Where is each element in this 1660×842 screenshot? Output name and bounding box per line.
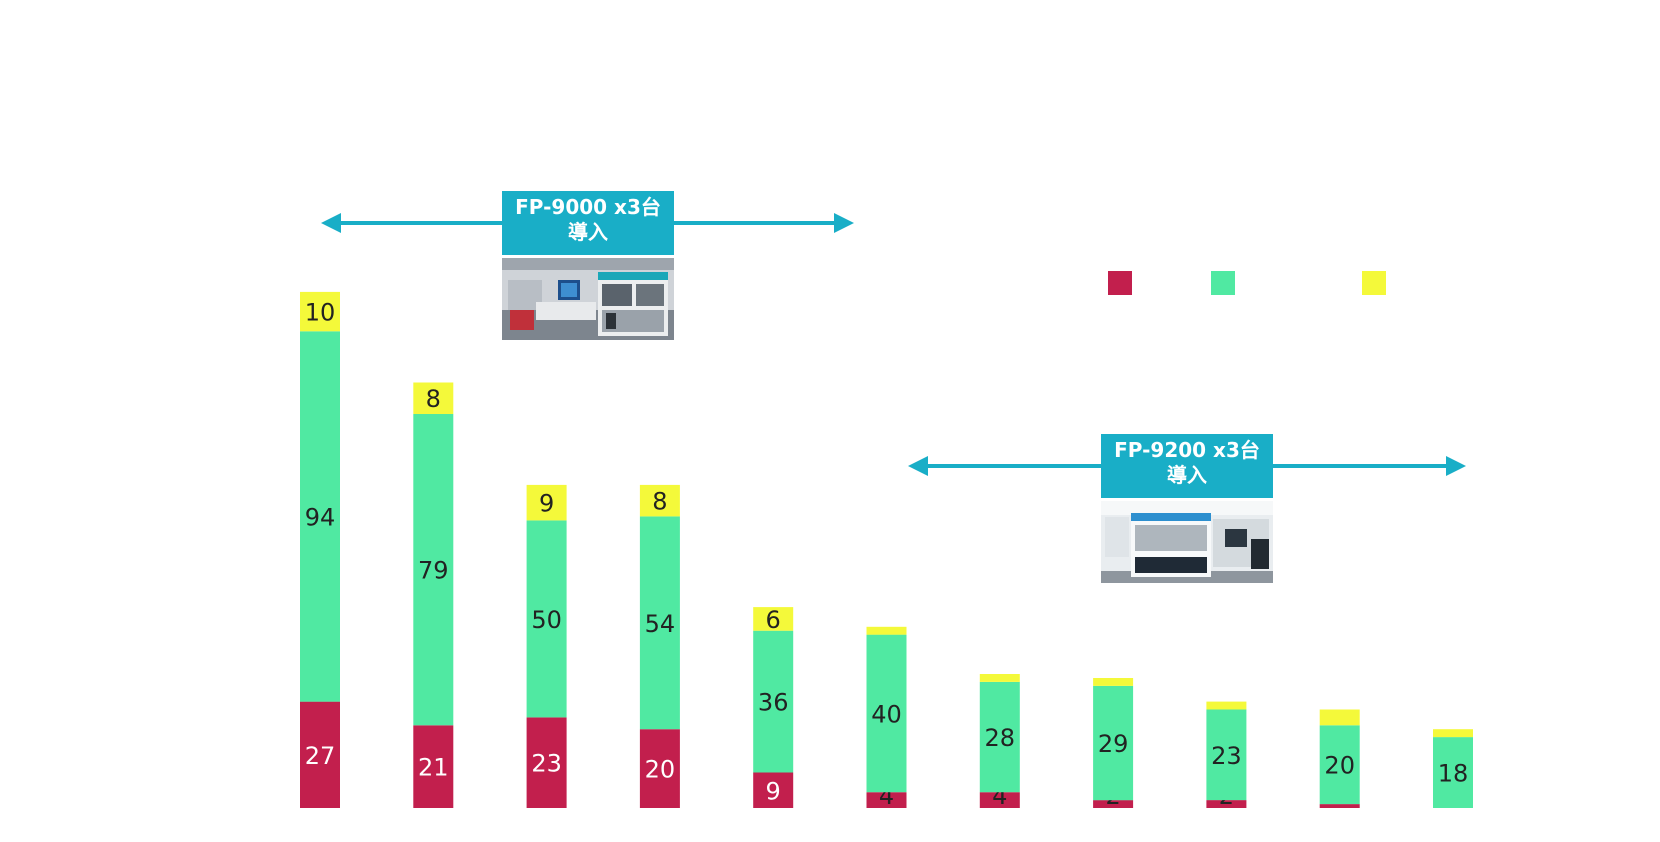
legend-swatch bbox=[1108, 271, 1132, 295]
data-label: 20 bbox=[1324, 752, 1355, 780]
data-label: 28 bbox=[985, 724, 1016, 752]
fp9200-callout-line2: 導入 bbox=[1167, 463, 1207, 487]
bar-segment bbox=[979, 681, 1020, 793]
bar-segment bbox=[1093, 678, 1134, 686]
bar-segment bbox=[979, 792, 1020, 808]
bar-segment bbox=[979, 674, 1020, 682]
data-label: 27 bbox=[305, 742, 336, 770]
bar-segment bbox=[526, 520, 567, 718]
bar-segment bbox=[413, 725, 454, 808]
bar-segment bbox=[300, 701, 340, 808]
bar-segment bbox=[866, 626, 907, 635]
bar-segment bbox=[413, 382, 454, 414]
data-label: 50 bbox=[531, 606, 562, 634]
bar-segment bbox=[639, 516, 680, 730]
bar-segment bbox=[866, 634, 907, 793]
bar-segment bbox=[1206, 709, 1247, 801]
bar-segment bbox=[1319, 709, 1360, 726]
data-label: 94 bbox=[305, 503, 336, 531]
bar-segment bbox=[1319, 725, 1360, 805]
fp9200-callout-line1: FP-9200 x3台 bbox=[1114, 438, 1260, 462]
fp9200-photo bbox=[1101, 501, 1273, 583]
data-label: 36 bbox=[758, 689, 789, 717]
data-label: 23 bbox=[531, 750, 562, 778]
bar-segment bbox=[1433, 729, 1473, 738]
data-label: 20 bbox=[645, 756, 676, 784]
bar-segment bbox=[753, 607, 794, 631]
bar-segment bbox=[526, 484, 567, 521]
data-label: 10 bbox=[305, 299, 336, 327]
data-label: 8 bbox=[426, 385, 441, 413]
data-label: 23 bbox=[1211, 742, 1242, 770]
bar-segment bbox=[753, 630, 794, 773]
fp9200-callout: FP-9200 x3台 導入 bbox=[1101, 434, 1273, 498]
bar-segment bbox=[1319, 804, 1360, 808]
data-label: 21 bbox=[418, 754, 449, 782]
bar-segment bbox=[1206, 701, 1247, 710]
data-label: 79 bbox=[418, 557, 449, 585]
data-label: 8 bbox=[652, 488, 667, 516]
bar-segment bbox=[1093, 685, 1134, 801]
fp9000-callout-line2: 導入 bbox=[568, 220, 608, 244]
bars-layer: 2794102179823509205489366440428229223120… bbox=[300, 291, 1473, 810]
legend-swatch bbox=[1362, 271, 1386, 295]
bar-segment bbox=[300, 331, 340, 702]
bar-segment bbox=[413, 414, 454, 726]
bar-segment bbox=[1433, 737, 1473, 808]
bar-segment bbox=[1093, 800, 1134, 808]
data-label: 9 bbox=[766, 777, 781, 805]
bar-segment bbox=[300, 291, 340, 332]
legend bbox=[1108, 271, 1386, 295]
fp9000-callout-line1: FP-9000 x3台 bbox=[515, 195, 661, 219]
data-label: 18 bbox=[1438, 760, 1469, 788]
bar-segment bbox=[1206, 800, 1247, 808]
legend-swatch bbox=[1211, 271, 1235, 295]
bar-segment bbox=[753, 772, 794, 808]
data-label: 54 bbox=[645, 610, 676, 638]
bar-segment bbox=[639, 729, 680, 808]
bar-segment bbox=[866, 792, 907, 808]
bar-segment bbox=[526, 717, 567, 808]
bar-segment bbox=[639, 484, 680, 517]
fp9000-photo bbox=[502, 258, 674, 340]
data-label: 40 bbox=[871, 700, 902, 728]
fp9000-callout: FP-9000 x3台 導入 bbox=[502, 191, 674, 255]
data-label: 9 bbox=[539, 490, 554, 518]
data-label: 29 bbox=[1098, 730, 1129, 758]
data-label: 6 bbox=[766, 606, 781, 634]
